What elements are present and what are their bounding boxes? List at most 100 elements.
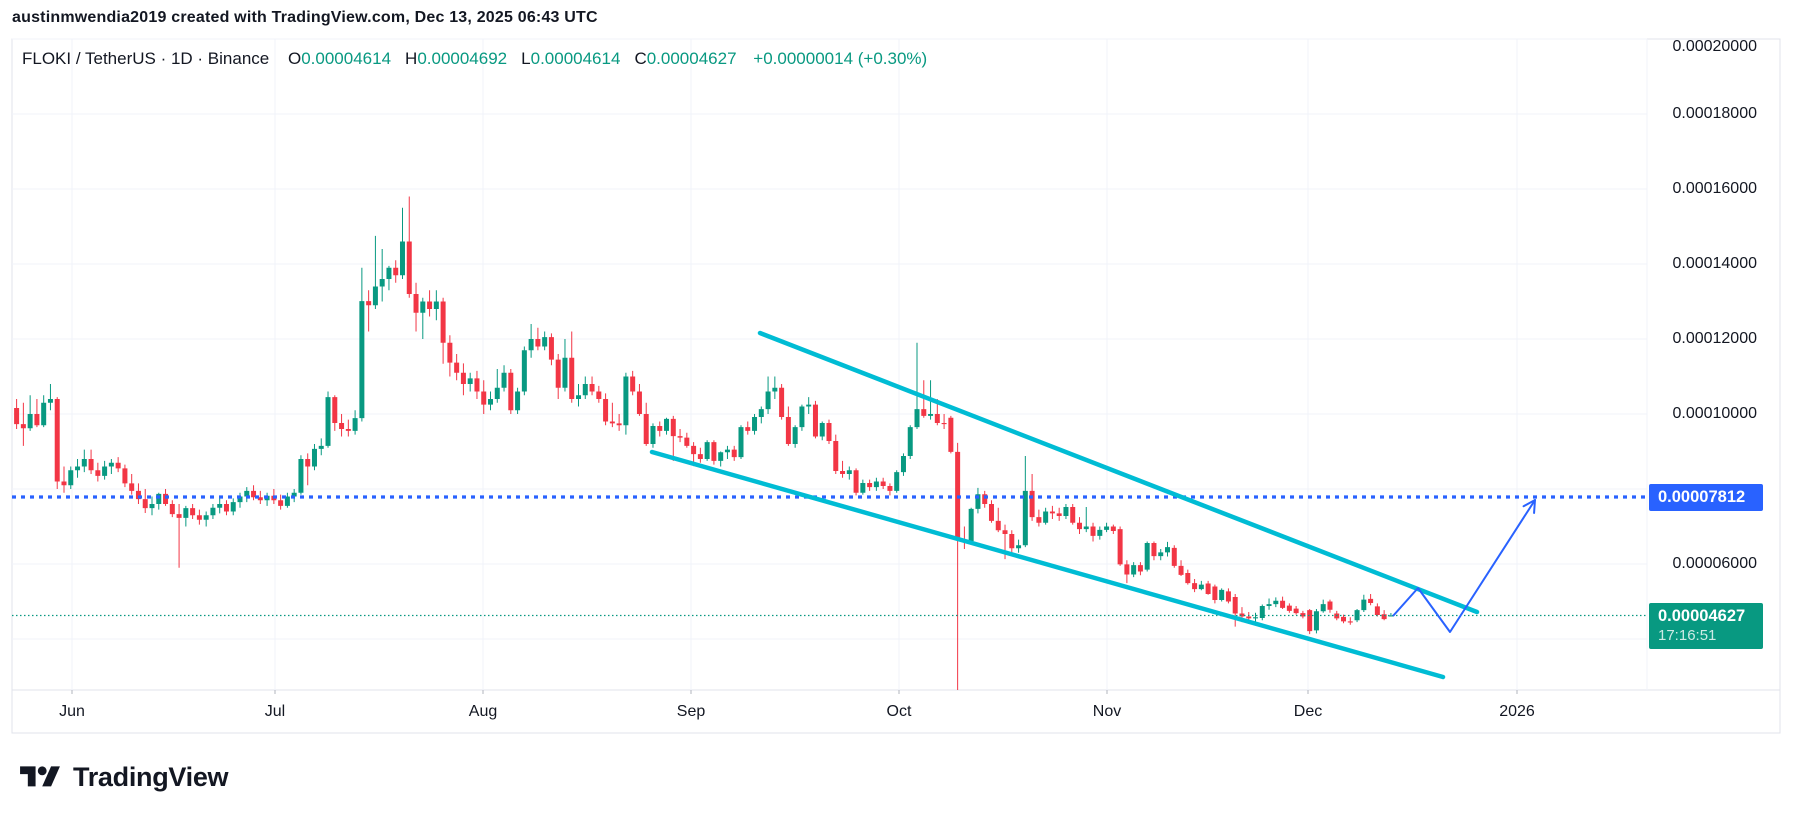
candle-body [684,437,690,446]
candle-body [623,376,629,426]
descending-channel-upper[interactable] [757,330,1480,615]
candle-body [718,452,724,461]
candle-body [1131,565,1137,575]
candle-body [521,350,527,392]
candle-body [474,378,480,392]
candle-body [596,391,602,399]
candle-body [1205,583,1211,594]
ohlc-value: 0.00004614 [530,49,621,68]
current-price-value: 0.00004627 [1658,607,1746,626]
candle-body [81,459,87,467]
candle-body [217,504,223,508]
candle-body [467,378,473,384]
candle-body [650,426,656,444]
candle-body [1307,610,1313,632]
candle-body [1022,490,1028,546]
candle-body [129,483,135,491]
candle-body [1083,526,1089,530]
candle-body [108,462,114,467]
candle-body [1137,565,1143,572]
candle-body [54,399,60,482]
candle-body [142,499,148,509]
candle-body [1320,604,1326,612]
target-price-label[interactable]: 0.00007812 [1649,484,1763,511]
y-axis-label: 0.00006000 [1672,555,1757,572]
candle-body [47,399,53,403]
candle-body [704,442,710,459]
candles-layer[interactable] [14,196,1394,696]
candle-body [223,504,229,512]
candle-body [799,406,805,428]
candle-body [284,496,290,506]
x-axis-label: Jul [264,703,286,720]
candle-body [785,417,791,444]
candle-body [887,486,893,491]
candle-body [1063,507,1069,516]
candle-body [1225,591,1231,602]
candle-body [1368,598,1374,603]
candle-body [975,494,981,509]
candle-body [1300,613,1306,617]
y-axis-label: 0.00010000 [1672,405,1757,422]
candle-body [1341,616,1347,622]
candle-body [1043,511,1049,523]
candle-body [488,399,493,405]
candle-body [61,481,67,486]
candle-body [616,423,622,426]
candle-body [792,427,798,444]
x-axis-label: 2026 [1499,703,1535,720]
candle-body [406,241,412,294]
candle-body [1090,526,1096,536]
candle-body [20,424,26,429]
candle-body [535,339,541,347]
candle-body [1259,606,1265,618]
candle-body [420,301,426,313]
candle-body [183,508,189,518]
candle-body [779,387,785,417]
candle-body [677,436,683,438]
descending-channel-lower[interactable] [649,449,1446,680]
ohlc-key: O [287,49,302,68]
candle-body [1361,599,1367,611]
candle-body [988,504,994,521]
candle-body [765,391,771,410]
candle-body [1110,526,1116,531]
candle-body [379,279,385,287]
candle-body [873,481,879,488]
candle-body [900,456,906,473]
candle-body [907,427,913,456]
candle-body [332,397,338,423]
tradingview-logo[interactable]: TradingView [20,762,229,793]
candle-body [1280,600,1286,608]
candle-body [853,470,859,493]
candle-body [440,301,446,343]
bar-countdown: 17:16:51 [1658,626,1717,644]
candle-body [1293,608,1299,614]
candle-body [894,472,900,491]
candle-body [1158,552,1164,557]
candle-body [149,504,155,509]
candle-body [1070,507,1076,523]
candle-body [196,515,202,520]
y-axis-label: 0.00012000 [1672,330,1757,347]
candle-body [75,466,81,471]
candle-body [995,520,1001,531]
candle-body [806,404,812,407]
x-axis-label: Aug [468,703,498,720]
candle-body [1266,604,1272,606]
candle-body [542,337,548,347]
candle-body [1253,617,1259,619]
candle-body [576,395,582,399]
target-price-value: 0.00007812 [1658,488,1746,506]
projection-zigzag[interactable] [1392,499,1536,633]
candle-body [156,493,162,504]
symbol-title[interactable]: FLOKI / TetherUS · 1D · Binance [22,49,270,68]
candle-body [163,493,169,504]
candle-body [115,462,121,469]
candle-body [1056,513,1062,516]
candle-body [1192,583,1198,590]
candle-body [840,471,846,474]
candle-body [1151,543,1157,557]
candle-body [311,448,317,467]
